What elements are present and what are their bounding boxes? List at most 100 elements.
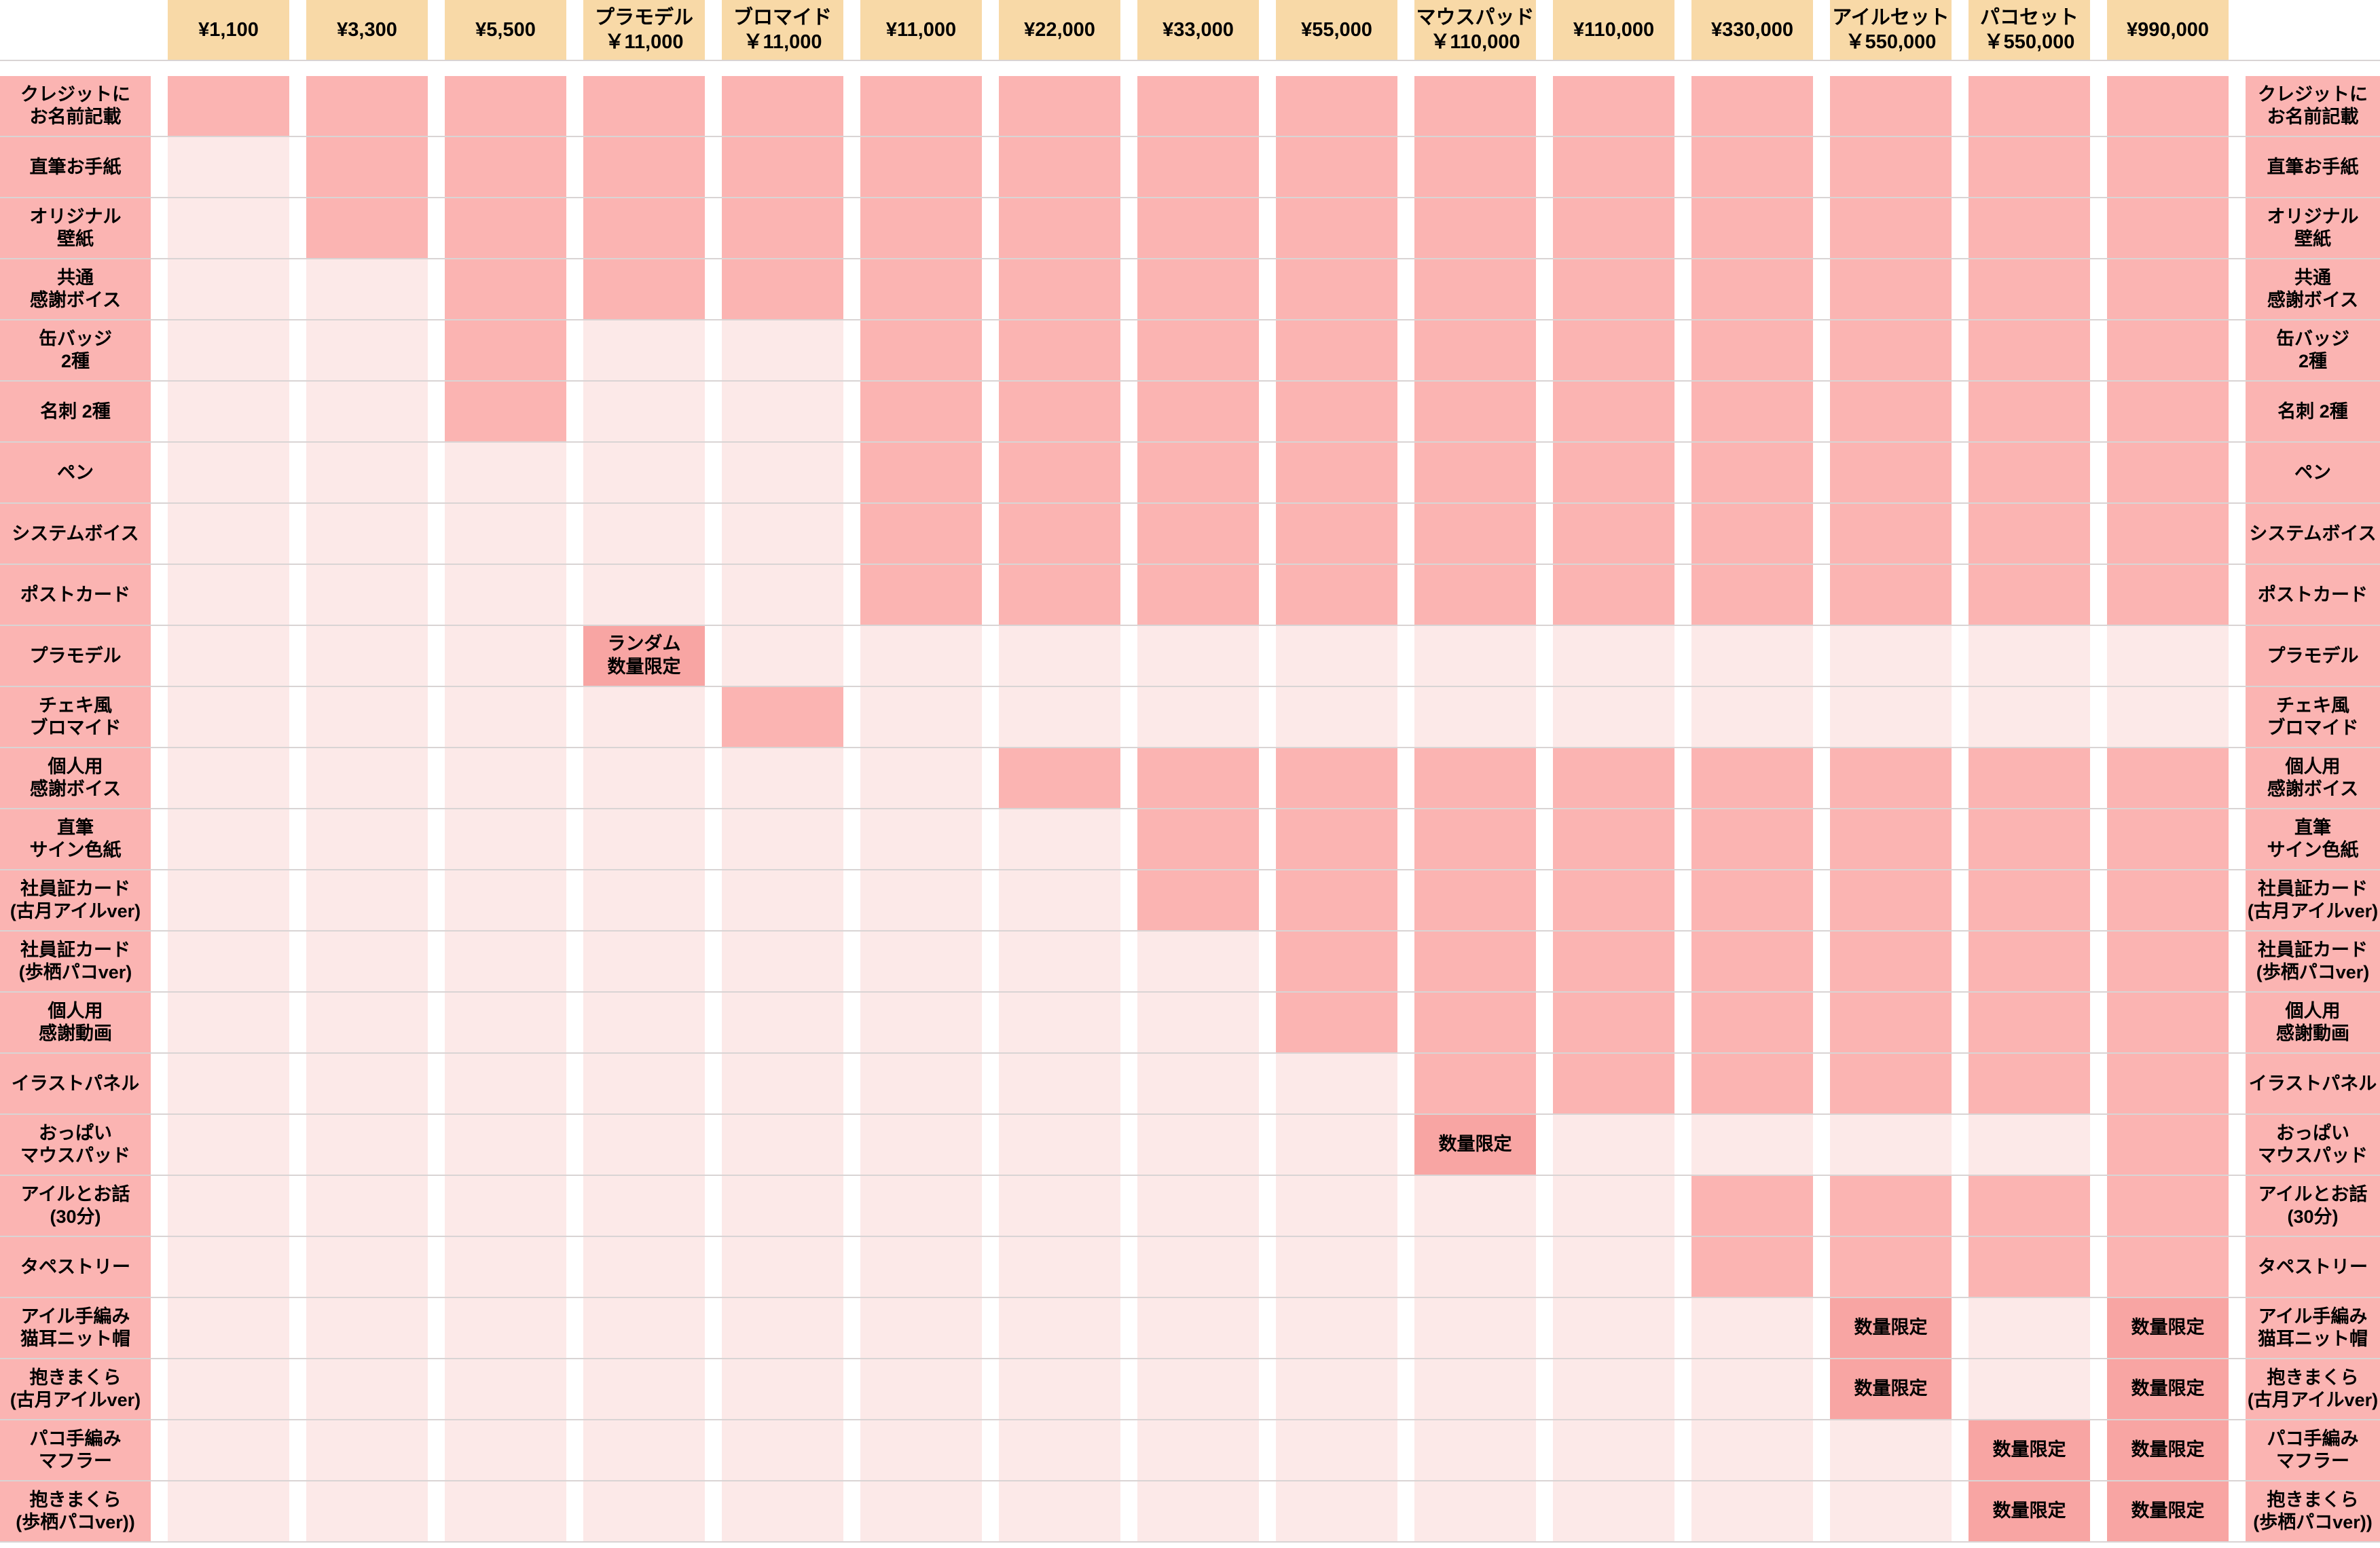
matrix-cell-included [1691, 504, 1813, 564]
matrix-cell-excluded [1414, 1237, 1536, 1297]
matrix-cell-included [583, 259, 705, 319]
matrix-cell-limited: 数量限定 [1830, 1298, 1952, 1358]
matrix-cell-included [1969, 382, 2090, 441]
matrix-cell-included [1414, 993, 1536, 1052]
matrix-cell-included [1553, 198, 1674, 258]
matrix-cell-included [1414, 443, 1536, 502]
matrix-cell-excluded [306, 993, 428, 1052]
matrix-cell-included [999, 504, 1120, 564]
matrix-cell-excluded [860, 1420, 982, 1480]
matrix-cell-included [1969, 809, 2090, 869]
matrix-cell-included [1137, 382, 1259, 441]
matrix-cell-excluded [306, 1054, 428, 1113]
matrix-cell-limited: 数量限定 [2107, 1298, 2229, 1358]
matrix-cell-excluded [168, 748, 289, 808]
matrix-cell-included [1691, 382, 1813, 441]
matrix-cell-included [1276, 870, 1397, 930]
matrix-cell-included [722, 198, 843, 258]
matrix-cell-excluded [306, 320, 428, 380]
table-row: おっぱい マウスパッド 数量限定 おっぱい マウスパッド [0, 1115, 2380, 1176]
row-label-right: ポストカード [2246, 565, 2380, 625]
matrix-cell-included [1276, 748, 1397, 808]
matrix-cell-included [722, 76, 843, 136]
table-row: パコ手編み マフラー 数量限定 数量限定 パコ手編み マフラー [0, 1420, 2380, 1481]
matrix-cell-excluded [583, 809, 705, 869]
matrix-cell-excluded [306, 748, 428, 808]
row-label-left: 直筆 サイン色紙 [0, 809, 151, 869]
matrix-cell-excluded [1414, 1481, 1536, 1541]
matrix-cell-excluded [999, 1054, 1120, 1113]
matrix-cell-excluded [306, 932, 428, 991]
row-label-left: チェキ風 ブロマイド [0, 687, 151, 747]
matrix-cell-included [1276, 993, 1397, 1052]
matrix-cell-included [999, 443, 1120, 502]
matrix-cell-excluded [1137, 1176, 1259, 1236]
matrix-cell-excluded [999, 1359, 1120, 1419]
matrix-cell-excluded [722, 748, 843, 808]
matrix-cell-excluded [306, 1420, 428, 1480]
row-label-right: 直筆 サイン色紙 [2246, 809, 2380, 869]
matrix-cell-excluded [1414, 1420, 1536, 1480]
matrix-cell-limited: 数量限定 [1830, 1359, 1952, 1419]
tier-header: ブロマイド ￥11,000 [722, 0, 843, 60]
tier-header: ¥55,000 [1276, 0, 1397, 60]
matrix-cell-excluded [860, 993, 982, 1052]
matrix-cell-excluded [1414, 1359, 1536, 1419]
matrix-cell-included [1276, 565, 1397, 625]
matrix-cell-included [999, 259, 1120, 319]
matrix-cell-included [860, 565, 982, 625]
matrix-cell-excluded [1969, 1359, 2090, 1419]
matrix-cell-included [999, 137, 1120, 197]
matrix-cell-excluded [583, 687, 705, 747]
matrix-cell-excluded [860, 1298, 982, 1358]
matrix-cell-excluded [445, 626, 566, 686]
matrix-cell-excluded [306, 1298, 428, 1358]
matrix-cell-included [2107, 1054, 2229, 1113]
matrix-cell-excluded [583, 748, 705, 808]
matrix-cell-limited: 数量限定 [1414, 1115, 1536, 1175]
matrix-cell-included [1276, 76, 1397, 136]
matrix-cell-excluded [445, 687, 566, 747]
tier-header: ¥5,500 [445, 0, 566, 60]
matrix-cell-included [1276, 382, 1397, 441]
matrix-cell-included [1969, 932, 2090, 991]
matrix-cell-excluded [306, 565, 428, 625]
table-row: 社員証カード (古月アイルver) 社員証カード (古月アイルver) [0, 870, 2380, 932]
matrix-cell-included [1137, 137, 1259, 197]
table-row: オリジナル 壁紙 オリジナル 壁紙 [0, 198, 2380, 259]
matrix-cell-included [168, 76, 289, 136]
matrix-cell-included [1137, 320, 1259, 380]
row-label-right: 共通 感謝ボイス [2246, 259, 2380, 319]
matrix-cell-included [1691, 320, 1813, 380]
matrix-cell-excluded [168, 687, 289, 747]
matrix-cell-excluded [583, 320, 705, 380]
matrix-cell-excluded [445, 565, 566, 625]
matrix-cell-included [1553, 870, 1674, 930]
matrix-cell-excluded [722, 932, 843, 991]
matrix-cell-included [1830, 870, 1952, 930]
corner-spacer-right [2246, 0, 2380, 60]
matrix-cell-excluded [999, 1298, 1120, 1358]
row-label-left: 社員証カード (歩栖パコver) [0, 932, 151, 991]
matrix-cell-included [722, 687, 843, 747]
matrix-cell-excluded [722, 1054, 843, 1113]
matrix-cell-excluded [1137, 1420, 1259, 1480]
matrix-cell-excluded [306, 626, 428, 686]
matrix-cell-excluded [583, 1237, 705, 1297]
matrix-cell-excluded [1691, 1115, 1813, 1175]
matrix-cell-excluded [999, 870, 1120, 930]
matrix-cell-excluded [1553, 1481, 1674, 1541]
table-row: 個人用 感謝ボイス 個人用 感謝ボイス [0, 748, 2380, 809]
matrix-cell-excluded [583, 443, 705, 502]
matrix-cell-included [1969, 870, 2090, 930]
row-label-left: アイル手編み 猫耳ニット帽 [0, 1298, 151, 1358]
tier-header: アイルセット ￥550,000 [1830, 0, 1952, 60]
matrix-cell-excluded [583, 1420, 705, 1480]
matrix-cell-excluded [1830, 1115, 1952, 1175]
row-label-right: システムボイス [2246, 504, 2380, 564]
matrix-cell-included [1276, 504, 1397, 564]
matrix-cell-excluded [445, 870, 566, 930]
matrix-cell-excluded [1553, 626, 1674, 686]
matrix-cell-included [1414, 1054, 1536, 1113]
